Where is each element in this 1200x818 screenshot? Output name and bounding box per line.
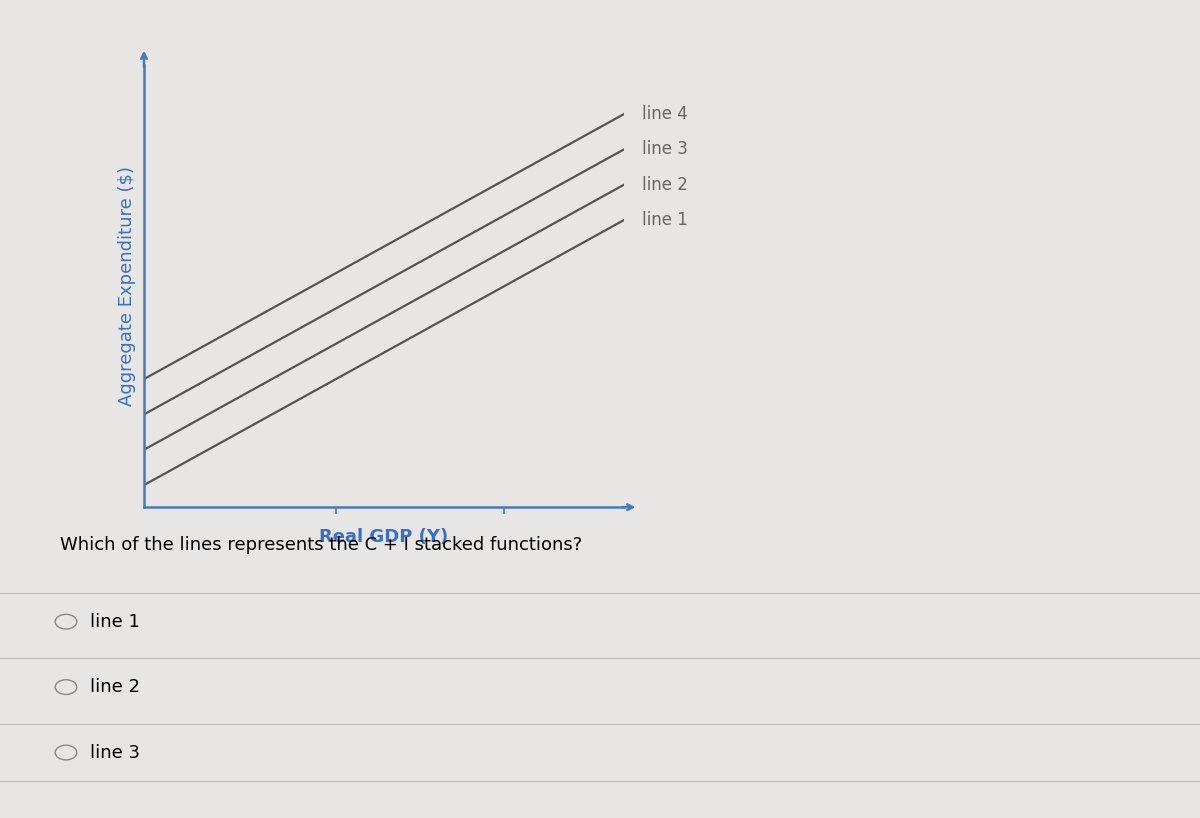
Y-axis label: Aggregate Expenditure ($): Aggregate Expenditure ($) [118, 166, 136, 407]
Text: line 3: line 3 [90, 744, 140, 762]
Text: Which of the lines represents the C + I stacked functions?: Which of the lines represents the C + I … [60, 536, 582, 554]
X-axis label: Real GDP (Y): Real GDP (Y) [319, 528, 449, 546]
Text: line 1: line 1 [642, 211, 688, 229]
Text: line 2: line 2 [90, 678, 140, 696]
Text: line 2: line 2 [642, 176, 688, 194]
Text: line 3: line 3 [642, 141, 688, 159]
Text: line 4: line 4 [642, 105, 688, 123]
Text: line 1: line 1 [90, 613, 140, 631]
